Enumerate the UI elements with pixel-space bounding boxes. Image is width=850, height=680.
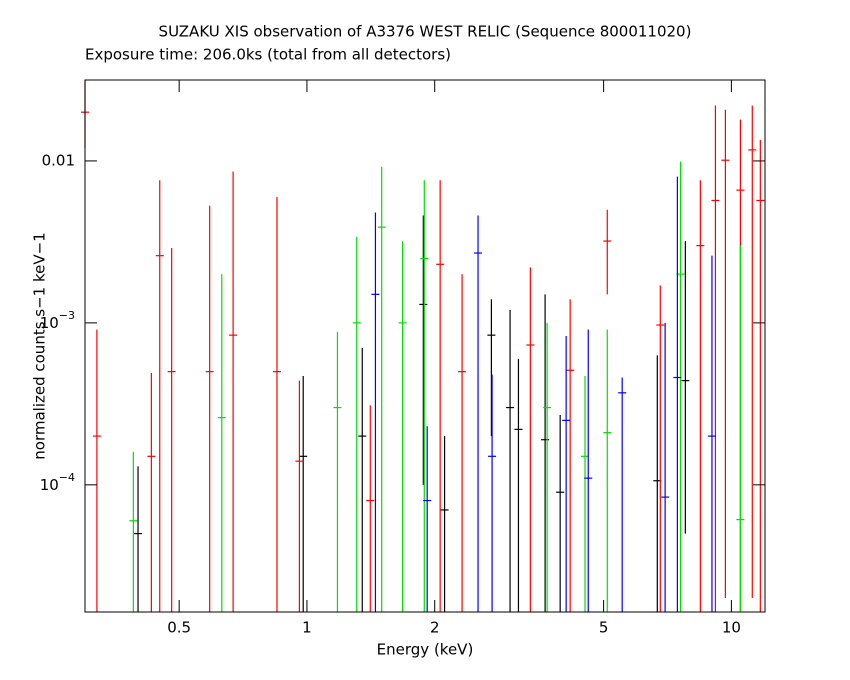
x-tick-label: 2 (430, 619, 440, 637)
y-tick-label: 10−3 (40, 309, 75, 332)
x-axis-label: Energy (keV) (377, 641, 474, 659)
y-axis-label: normalized counts s−1 keV−1 (31, 232, 49, 459)
plot-area (81, 80, 765, 612)
chart-title: SUZAKU XIS observation of A3376 WEST REL… (159, 23, 692, 41)
x-tick-label: 10 (722, 619, 741, 637)
x-tick-label: 1 (302, 619, 312, 637)
x-tick-label: 5 (599, 619, 609, 637)
plot-frame (84, 79, 766, 613)
chart-subtitle: Exposure time: 206.0ks (total from all d… (85, 46, 451, 64)
x-tick-label: 0.5 (167, 619, 191, 637)
y-tick-label: 0.01 (42, 151, 75, 169)
y-tick-label: 10−4 (40, 471, 75, 494)
